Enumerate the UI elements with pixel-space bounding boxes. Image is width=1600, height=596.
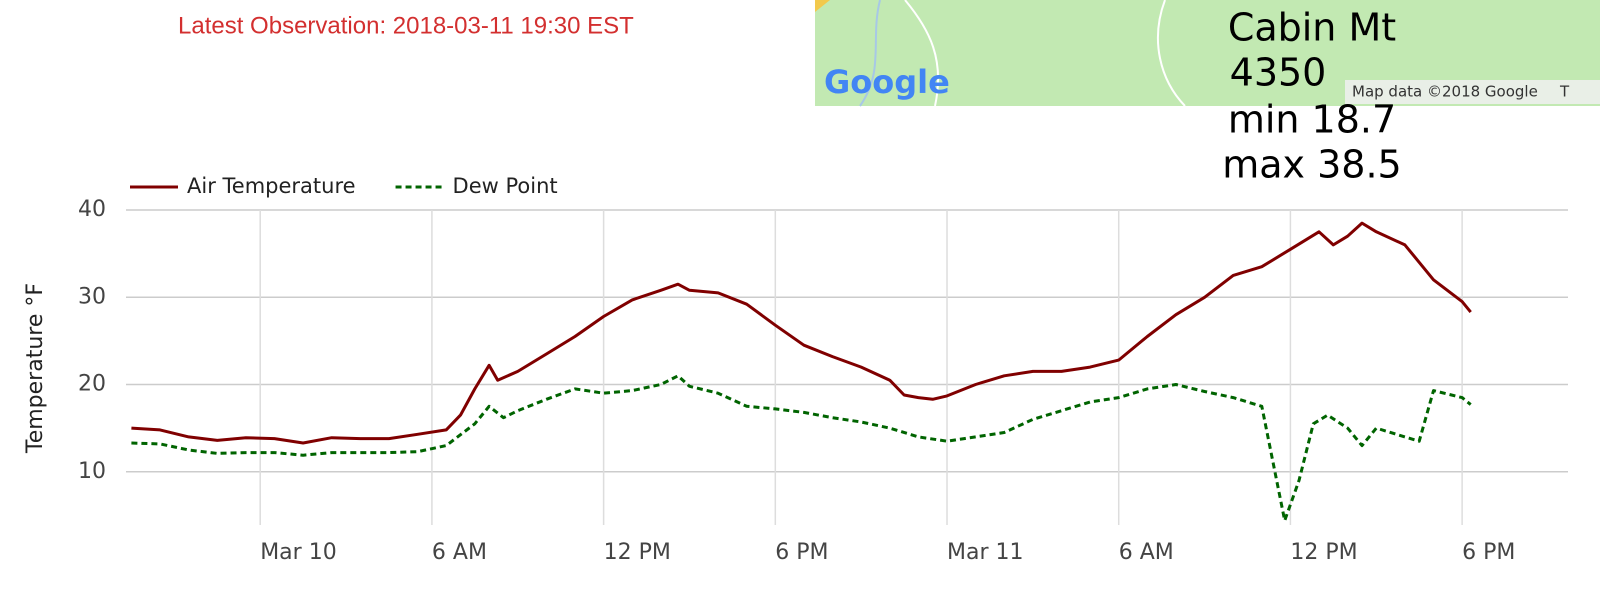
series-line bbox=[131, 221, 1472, 445]
map-river bbox=[859, 0, 881, 107]
station-max: max 38.5 bbox=[1222, 143, 1401, 187]
y-axis-label: Temperature °F bbox=[23, 283, 48, 454]
y-tick-label: 10 bbox=[78, 459, 106, 484]
station-name: Cabin Mt bbox=[1228, 6, 1396, 50]
x-tick-label: Mar 10 bbox=[260, 540, 337, 565]
y-tick-label: 30 bbox=[78, 284, 106, 309]
legend-label: Dew Point bbox=[453, 174, 558, 198]
y-tick-label: 20 bbox=[78, 372, 106, 397]
x-tick-label: 12 PM bbox=[1290, 540, 1357, 565]
x-tick-label: 6 PM bbox=[1462, 540, 1515, 565]
legend-label: Air Temperature bbox=[187, 174, 356, 198]
map-feature bbox=[815, 0, 830, 12]
x-tick-label: 12 PM bbox=[604, 540, 671, 565]
map-attribution-bg bbox=[1345, 80, 1600, 104]
x-tick-label: 6 PM bbox=[775, 540, 828, 565]
y-tick-label: 40 bbox=[78, 197, 106, 222]
map-road bbox=[904, 0, 940, 107]
map-attribution: Map data ©2018 Google bbox=[1352, 83, 1538, 101]
series-line bbox=[131, 374, 1472, 523]
x-tick-label: 6 AM bbox=[432, 540, 487, 565]
x-tick-label: Mar 11 bbox=[947, 540, 1024, 565]
map-logo: Google bbox=[824, 63, 950, 101]
map-road bbox=[1157, 0, 1186, 107]
map[interactable]: Google Map data ©2018 Google T bbox=[815, 0, 1600, 107]
station-elevation: 4350 bbox=[1230, 51, 1327, 95]
map-terms[interactable]: T bbox=[1559, 83, 1570, 101]
latest-observation: Latest Observation: 2018-03-11 19:30 EST bbox=[178, 12, 634, 39]
station-min: min 18.7 bbox=[1228, 98, 1396, 142]
x-tick-label: 6 AM bbox=[1119, 540, 1174, 565]
